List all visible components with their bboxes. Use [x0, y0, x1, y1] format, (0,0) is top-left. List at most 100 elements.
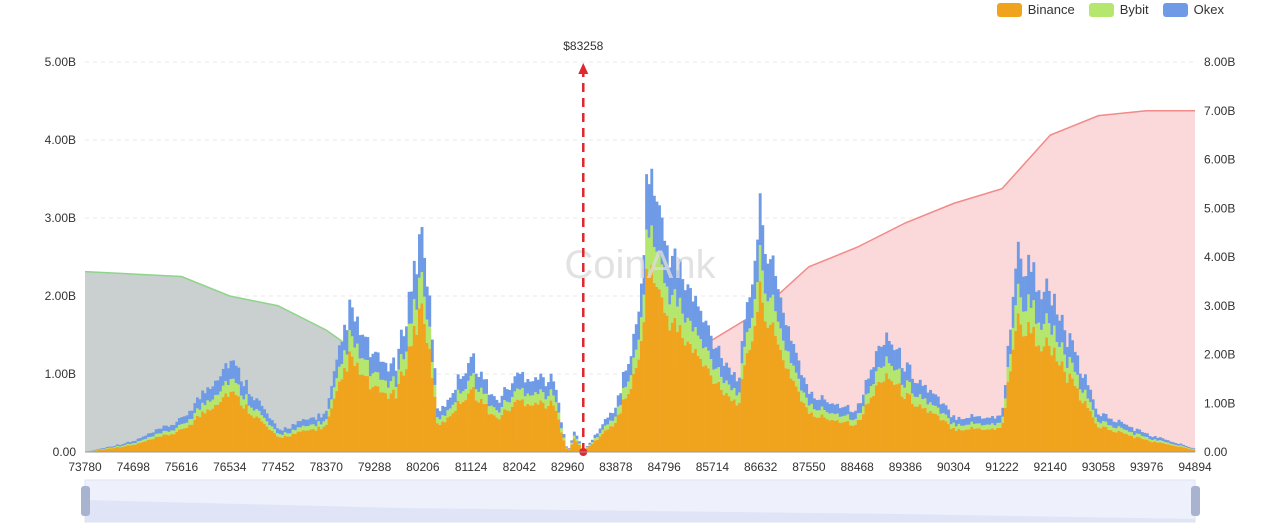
- bar-binance: [1045, 338, 1048, 452]
- x-axis-tick-label: 88468: [840, 460, 874, 474]
- bar-binance: [426, 343, 429, 452]
- bar-okex: [113, 446, 116, 447]
- bar-okex: [877, 346, 880, 367]
- bar-okex: [1169, 442, 1172, 444]
- bar-bybit: [397, 369, 400, 383]
- bar-binance: [999, 428, 1002, 452]
- right-axis-tick-label: 2.00B: [1204, 348, 1235, 362]
- bar-binance: [630, 389, 633, 452]
- bar-bybit: [640, 317, 643, 341]
- bar-binance: [529, 406, 532, 452]
- zoom-handle-left[interactable]: [81, 486, 90, 516]
- bar-okex: [702, 322, 705, 348]
- bar-bybit: [503, 400, 506, 409]
- bar-okex: [573, 432, 576, 436]
- legend-item-okex[interactable]: Okex: [1163, 2, 1224, 17]
- bar-bybit: [1128, 432, 1131, 436]
- bar-bybit: [826, 412, 829, 419]
- bar-okex: [847, 405, 850, 414]
- bar-binance: [658, 289, 661, 452]
- bar-bybit: [289, 433, 292, 436]
- bar-bybit: [372, 373, 375, 387]
- legend-swatch-binance: [997, 3, 1022, 17]
- bar-bybit: [1040, 330, 1043, 351]
- bar-okex: [206, 387, 209, 400]
- bar-okex: [390, 363, 393, 381]
- bar-bybit: [139, 441, 142, 443]
- bar-okex: [526, 379, 529, 394]
- bar-binance: [604, 430, 607, 452]
- bar-binance: [684, 345, 687, 452]
- bar-bybit: [281, 435, 284, 438]
- bar-binance: [676, 332, 679, 452]
- bar-okex: [699, 311, 702, 339]
- bar-bybit: [1110, 425, 1113, 430]
- zoom-handle-right[interactable]: [1191, 486, 1200, 516]
- bar-bybit: [1087, 399, 1090, 408]
- bar-binance: [508, 411, 511, 452]
- bar-okex: [705, 321, 708, 347]
- bar-okex: [1115, 422, 1118, 428]
- bar-binance: [498, 419, 501, 452]
- bar-binance: [539, 400, 542, 452]
- bar-binance: [488, 414, 491, 452]
- bar-bybit: [787, 351, 790, 369]
- bar-bybit: [604, 426, 607, 431]
- bar-okex: [1099, 416, 1102, 423]
- bar-bybit: [880, 368, 883, 383]
- bar-binance: [126, 445, 129, 452]
- bar-binance: [181, 429, 184, 452]
- bar-binance: [405, 369, 408, 452]
- bar-okex: [188, 411, 191, 419]
- bar-binance: [514, 402, 517, 452]
- bar-binance: [795, 386, 798, 452]
- bar-bybit: [258, 411, 261, 418]
- bar-binance: [276, 436, 279, 452]
- bar-okex: [754, 261, 757, 299]
- bar-binance: [217, 405, 220, 452]
- bar-okex: [485, 379, 488, 394]
- bar-okex: [501, 396, 504, 407]
- bar-binance: [563, 440, 566, 452]
- bar-okex: [1180, 444, 1183, 446]
- bar-bybit: [924, 398, 927, 407]
- bar-binance: [1149, 441, 1152, 452]
- bar-okex: [761, 225, 764, 270]
- bar-bybit: [627, 382, 630, 394]
- bar-binance: [655, 287, 658, 452]
- bar-bybit: [803, 393, 806, 403]
- legend-item-binance[interactable]: Binance: [997, 2, 1075, 17]
- bar-bybit: [142, 440, 145, 442]
- bar-binance: [857, 420, 860, 452]
- bar-binance: [929, 411, 932, 452]
- bar-okex: [1038, 290, 1041, 322]
- bar-binance: [364, 376, 367, 452]
- bar-okex: [854, 411, 857, 419]
- bar-okex: [715, 348, 718, 369]
- x-axis-tick-label: 90304: [937, 460, 971, 474]
- bar-okex: [844, 406, 847, 415]
- bar-bybit: [991, 423, 994, 428]
- bar-okex: [741, 341, 744, 363]
- bar-binance: [516, 400, 519, 452]
- bar-okex: [594, 435, 597, 438]
- bar-bybit: [299, 427, 302, 431]
- bar-bybit: [157, 433, 160, 436]
- bar-binance: [782, 360, 785, 452]
- bar-bybit: [534, 392, 537, 402]
- bar-bybit: [792, 366, 795, 381]
- bar-binance: [343, 368, 346, 452]
- bar-okex: [1007, 346, 1010, 367]
- zoom-slider[interactable]: [81, 480, 1200, 522]
- bar-bybit: [973, 424, 976, 429]
- bar-binance: [906, 393, 909, 452]
- bar-binance: [1118, 431, 1121, 452]
- legend-item-bybit[interactable]: Bybit: [1089, 2, 1149, 17]
- bar-binance: [810, 412, 813, 452]
- bar-bybit: [565, 447, 568, 448]
- bar-binance: [916, 407, 919, 452]
- bar-binance: [1071, 378, 1074, 452]
- bar-binance: [958, 429, 961, 452]
- bar-binance: [544, 409, 547, 452]
- bar-okex: [916, 383, 919, 397]
